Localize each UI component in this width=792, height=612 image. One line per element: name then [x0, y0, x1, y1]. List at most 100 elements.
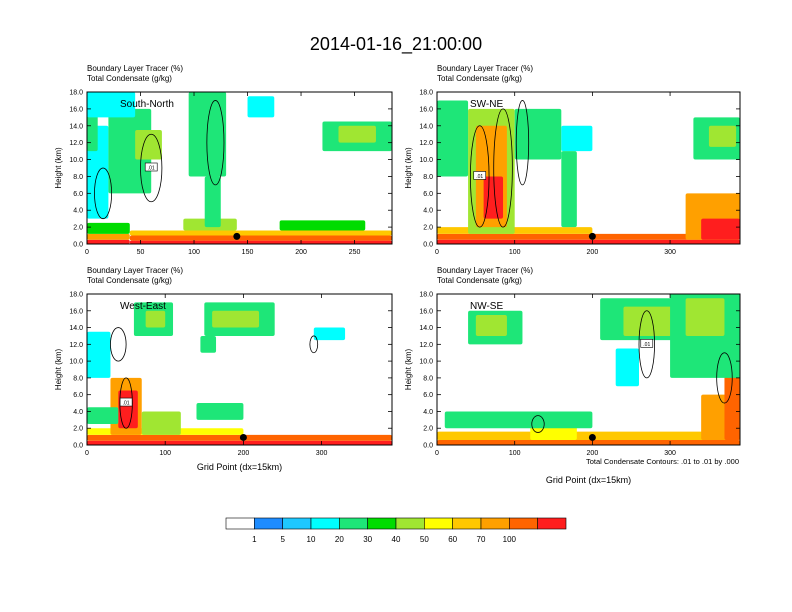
field-cell — [204, 176, 221, 228]
legend-label: 20 — [335, 535, 344, 544]
footnote: Total Condensate Contours: .01 to .01 by… — [586, 457, 739, 466]
field-cell — [685, 298, 725, 336]
y-tick-label: 10.0 — [419, 157, 433, 164]
x-tick-label: 100 — [159, 450, 171, 457]
panel-subtitle: Boundary Layer Tracer (%)Total Condensat… — [87, 64, 183, 83]
y-tick-label: 8.0 — [423, 174, 433, 181]
x-tick-label: 0 — [85, 450, 89, 457]
panel-1: Boundary Layer Tracer (%)Total Condensat… — [54, 64, 393, 256]
y-tick-label: 18.0 — [419, 292, 433, 299]
contour-label: .01 — [476, 174, 483, 180]
contour-line — [140, 133, 163, 203]
contour-line — [470, 125, 490, 228]
legend-label: 60 — [448, 535, 457, 544]
field-cells — [437, 294, 740, 445]
y-ticks: 0.0 2.0 4.0 6.0 8.0 10.0 12.0 14.0 16.0 18.0 — [69, 90, 392, 249]
x-tick-label: 0 — [435, 450, 439, 457]
legend-label: 40 — [392, 535, 401, 544]
subtitle-condensate: Total Condensate (g/kg) — [87, 74, 172, 83]
subtitle-condensate: Total Condensate (g/kg) — [87, 276, 172, 285]
x-tick-label: 100 — [509, 450, 521, 457]
field-cell — [615, 348, 639, 387]
x-tick-label: 200 — [587, 450, 599, 457]
panel-subtitle: Boundary Layer Tracer (%)Total Condensat… — [87, 266, 183, 285]
location-marker — [588, 232, 596, 240]
contour-label-box — [144, 162, 158, 172]
x-ticks: 0 50 100 150 200 250 — [85, 92, 360, 256]
x-tick-label: 0 — [85, 249, 89, 256]
contour-line — [638, 310, 655, 379]
legend-label: 1 — [252, 535, 257, 544]
field-cell — [437, 431, 740, 440]
y-tick-label: 0.0 — [73, 443, 83, 450]
y-tick-label: 18.0 — [69, 292, 83, 299]
contour-label-box — [119, 397, 133, 407]
field-cell — [247, 96, 275, 118]
y-tick-label: 16.0 — [419, 106, 433, 113]
x-ticks: 0 100 200 300 — [435, 294, 676, 457]
y-ticks: 0.0 2.0 4.0 6.0 8.0 10.0 12.0 14.0 16.0 18.0 — [419, 90, 740, 249]
legend-swatch — [395, 517, 425, 530]
contour-label: .01 — [148, 166, 155, 172]
panel-4: Boundary Layer Tracer (%)Total Condensat… — [404, 266, 741, 485]
field-cell — [196, 403, 244, 420]
field-cell — [475, 314, 507, 336]
y-axis-label: Height (km) — [54, 147, 63, 189]
panel-subtitle: Boundary Layer Tracer (%)Total Condensat… — [437, 64, 533, 83]
field-cell — [708, 125, 737, 147]
legend-swatch — [367, 517, 397, 530]
y-tick-label: 14.0 — [69, 123, 83, 130]
y-tick-label: 16.0 — [419, 308, 433, 315]
condensate-contours — [531, 310, 733, 433]
legend-label: 70 — [477, 535, 486, 544]
legend-swatch — [452, 517, 482, 530]
legend-label: 10 — [307, 535, 316, 544]
legend-swatch — [254, 517, 283, 530]
x-tick-label: 150 — [242, 249, 254, 256]
legend-swatch — [282, 517, 312, 530]
y-tick-label: 2.0 — [423, 426, 433, 433]
contour-label-box — [473, 171, 487, 180]
y-tick-label: 4.0 — [423, 208, 433, 215]
subtitle-condensate: Total Condensate (g/kg) — [437, 74, 522, 83]
y-tick-label: 12.0 — [69, 342, 83, 349]
y-tick-label: 14.0 — [419, 325, 433, 332]
color-legend: 1 5 10 20 30 40 50 60 70 100 — [225, 517, 567, 544]
field-cell — [118, 390, 138, 429]
y-tick-label: 4.0 — [73, 208, 83, 215]
contour-line — [716, 352, 733, 404]
y-tick-label: 8.0 — [73, 375, 83, 382]
subtitle-tracer: Boundary Layer Tracer (%) — [87, 64, 183, 73]
y-tick-label: 12.0 — [419, 342, 433, 349]
y-axis-label: Height (km) — [404, 147, 413, 189]
condensate-contours — [110, 327, 319, 429]
field-cell — [87, 331, 111, 378]
contour-line — [110, 327, 127, 362]
field-cell — [135, 130, 162, 160]
y-ticks: 0.0 2.0 4.0 6.0 8.0 10.0 12.0 14.0 16.0 18.0 — [419, 292, 740, 450]
subtitle-tracer: Boundary Layer Tracer (%) — [87, 266, 183, 275]
x-ticks: 0 100 200 300 — [85, 294, 328, 457]
field-cell — [87, 407, 119, 425]
y-tick-label: 10.0 — [69, 359, 83, 366]
contour-line — [493, 108, 513, 228]
subtitle-tracer: Boundary Layer Tracer (%) — [437, 64, 533, 73]
x-tick-label: 250 — [349, 249, 361, 256]
field-cell — [129, 240, 392, 244]
subtitle-condensate: Total Condensate (g/kg) — [437, 276, 522, 285]
field-cell — [338, 125, 376, 143]
contour-label-box — [640, 339, 654, 348]
legend-swatch — [339, 517, 368, 530]
y-tick-label: 10.0 — [419, 359, 433, 366]
legend-label: 50 — [420, 535, 429, 544]
panel-2: Boundary Layer Tracer (%)Total Condensat… — [404, 64, 741, 256]
field-cell — [141, 411, 181, 435]
y-tick-label: 12.0 — [69, 140, 83, 147]
plot-frame — [436, 293, 741, 446]
x-axis-label: Grid Point (dx=15km) — [197, 462, 282, 472]
x-tick-label: 200 — [295, 249, 307, 256]
contour-line — [515, 100, 530, 186]
y-tick-label: 4.0 — [73, 409, 83, 416]
panels: Boundary Layer Tracer (%)Total Condensat… — [54, 64, 741, 485]
